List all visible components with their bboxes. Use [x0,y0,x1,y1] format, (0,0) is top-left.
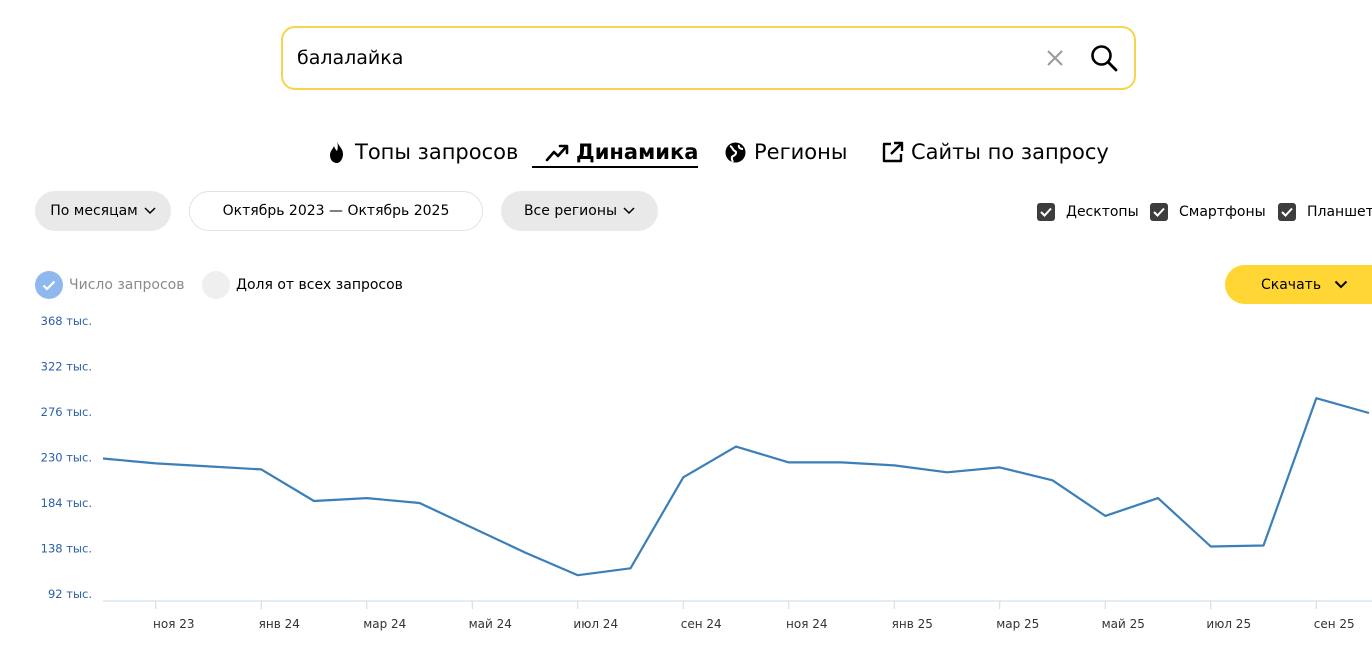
data-point[interactable] [572,569,584,581]
data-point[interactable] [361,492,373,504]
device-checkbox-tablet[interactable]: Планшеты [1278,202,1372,222]
x-tick-label: июл 25 [1206,617,1251,631]
tab-label: Сайты по запросу [911,140,1109,164]
x-tick-label: мар 25 [996,617,1039,631]
tab-dynamics[interactable]: Динамика [545,136,698,168]
data-point[interactable] [97,452,109,464]
x-tick-label: янв 24 [259,617,300,631]
y-tick-label: 92 тыс. [48,587,92,601]
series-line[interactable] [102,397,1370,577]
metric-radio-share[interactable]: Доля от всех запросов [202,270,403,300]
data-point[interactable] [783,456,795,468]
data-point[interactable] [1258,540,1270,552]
date-range-label: Октябрь 2023 — Октябрь 2025 [222,203,450,219]
radio-unchecked-icon[interactable] [202,271,230,299]
data-point[interactable] [677,471,689,483]
tab-top-queries[interactable]: Топы запросов [326,136,518,168]
search-box [281,26,1136,90]
data-point[interactable] [836,456,848,468]
date-range-picker[interactable]: Октябрь 2023 — Октябрь 2025 [189,191,483,231]
data-point[interactable] [1205,541,1217,553]
search-icon[interactable] [1090,44,1118,72]
data-point[interactable] [1310,392,1322,404]
data-point[interactable] [1047,474,1059,486]
period-dropdown[interactable]: По месяцам [35,191,171,231]
chevron-down-icon [623,207,635,215]
active-tab-underline [532,166,698,168]
tab-sites[interactable]: Сайты по запросу [881,136,1109,168]
x-tick-label: ноя 24 [786,617,828,631]
tab-label: Динамика [576,140,699,164]
data-point[interactable] [203,460,215,472]
checkbox-checked-icon[interactable] [1278,203,1296,221]
x-tick-label: сен 25 [1314,617,1355,631]
x-tick-label: ноя 23 [153,617,195,631]
data-point[interactable] [994,461,1006,473]
x-axis: ноя 23 янв 24 мар 24 май 24 июл 24 сен 24 ноя … [153,601,1355,631]
region-label: Все регионы [523,203,618,219]
device-label: Планшеты [1307,204,1372,220]
device-label: Десктопы [1066,204,1139,220]
external-link-icon [882,141,904,162]
checkbox-checked-icon[interactable] [1037,203,1055,221]
download-button[interactable]: Скачать [1225,265,1372,304]
data-point[interactable] [941,466,953,478]
x-tick-label: сен 24 [681,617,722,631]
y-tick-label: 230 тыс. [41,451,92,465]
checkbox-checked-icon[interactable] [1150,203,1168,221]
x-tick-label: май 25 [1102,617,1145,631]
trend-up-icon [545,144,569,162]
chevron-down-icon [144,207,156,215]
chevron-down-icon [1334,280,1348,289]
y-tick-label: 322 тыс. [41,360,92,374]
metric-label: Доля от всех запросов [236,277,403,293]
data-point[interactable] [255,463,267,475]
tab-regions[interactable]: Регионы [724,136,847,168]
download-label: Скачать [1261,276,1322,293]
device-label: Смартфоны [1179,204,1266,220]
close-icon[interactable] [1046,49,1064,67]
y-tick-label: 276 тыс. [41,405,92,419]
x-tick-label: июл 24 [573,617,618,631]
y-tick-label: 138 тыс. [41,542,92,556]
device-checkbox-desktop[interactable]: Десктопы [1037,202,1139,222]
search-input[interactable] [297,28,1017,88]
radio-checked-icon[interactable] [35,271,63,299]
tab-label: Топы запросов [355,140,519,164]
data-point[interactable] [466,522,478,534]
data-point[interactable] [730,441,742,453]
data-point[interactable] [308,495,320,507]
data-point[interactable] [1363,407,1372,419]
metric-label: Число запросов [69,277,185,293]
x-tick-label: янв 25 [892,617,933,631]
region-dropdown[interactable]: Все регионы [501,191,658,231]
tabs: Топы запросов Динамика Регионы Сайты по … [0,136,1372,170]
data-point[interactable] [1099,510,1111,522]
data-point[interactable] [414,497,426,509]
line-chart: 368 тыс. 322 тыс. 276 тыс. 230 тыс. 184 тыс.… [41,314,1372,631]
tab-label: Регионы [754,140,848,164]
data-point[interactable] [1152,492,1164,504]
y-tick-label: 368 тыс. [41,314,92,328]
data-point[interactable] [888,459,900,471]
metric-radio-count[interactable]: Число запросов [35,270,185,300]
x-tick-label: май 24 [469,617,512,631]
y-axis: 368 тыс. 322 тыс. 276 тыс. 230 тыс. 184 тыс.… [41,314,92,601]
x-tick-label: мар 24 [363,617,406,631]
globe-icon [725,142,746,162]
period-label: По месяцам [50,203,138,219]
data-point[interactable] [150,457,162,469]
data-point[interactable] [519,546,531,558]
flame-icon [330,141,343,163]
y-tick-label: 184 тыс. [41,496,92,510]
device-checkbox-smartphone[interactable]: Смартфоны [1150,202,1266,222]
data-point[interactable] [625,562,637,574]
